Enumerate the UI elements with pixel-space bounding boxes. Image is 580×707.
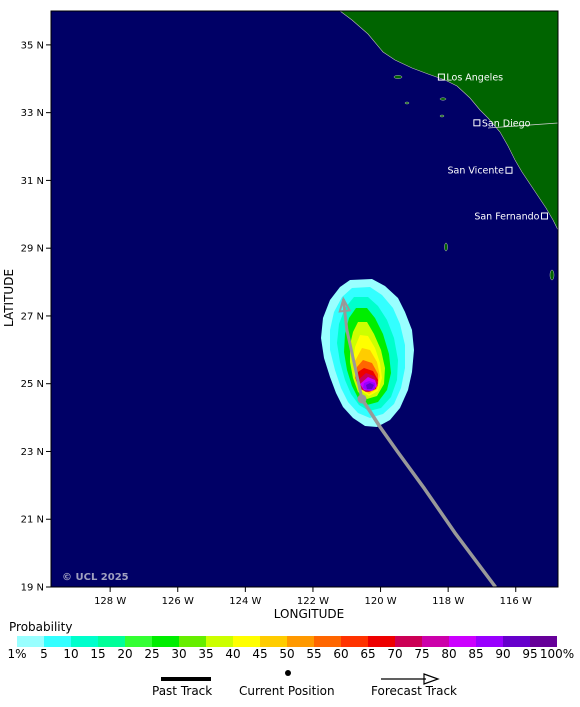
lat-tick-label: 19 N bbox=[21, 583, 44, 594]
city-marker bbox=[540, 212, 548, 220]
lon-tick-label: 122 W bbox=[297, 596, 329, 607]
legend-tick-label: 80 bbox=[441, 647, 457, 661]
city-marker bbox=[505, 166, 513, 174]
current-position-marker bbox=[357, 394, 367, 404]
past-track-line bbox=[360, 398, 497, 587]
copyright-label: © UCL 2025 bbox=[62, 572, 129, 583]
island bbox=[439, 97, 447, 101]
forecast-track-key-arrowhead bbox=[423, 673, 440, 685]
legend-color-swatch bbox=[287, 636, 314, 647]
city-marker bbox=[437, 73, 445, 81]
legend-color-swatch bbox=[17, 636, 44, 647]
island bbox=[439, 114, 445, 118]
legend-tick-label: 70 bbox=[387, 647, 403, 661]
lat-tick-label: 29 N bbox=[21, 244, 44, 255]
legend-color-swatch bbox=[368, 636, 395, 647]
lon-tick-label: 124 W bbox=[229, 596, 261, 607]
legend-color-swatch bbox=[395, 636, 422, 647]
legend-tick-label: 15 bbox=[90, 647, 106, 661]
legend-color-swatch bbox=[98, 636, 125, 647]
city-label: Los Angeles bbox=[446, 73, 503, 84]
legend-color-swatch bbox=[341, 636, 368, 647]
x-axis-title: LONGITUDE bbox=[274, 607, 344, 621]
legend-color-swatch bbox=[233, 636, 260, 647]
legend-tick-label: 10 bbox=[63, 647, 79, 661]
lat-tick-label: 27 N bbox=[21, 311, 44, 322]
lon-tick-label: 120 W bbox=[364, 596, 396, 607]
legend-tick-label: 1% bbox=[7, 647, 27, 661]
legend-tick-label: 60 bbox=[333, 647, 349, 661]
island bbox=[444, 242, 448, 252]
legend-tick-label: 90 bbox=[495, 647, 511, 661]
legend-color-swatch bbox=[422, 636, 449, 647]
legend-color-swatch bbox=[206, 636, 233, 647]
current-position-label: Current Position bbox=[239, 684, 335, 698]
legend-color-swatch bbox=[260, 636, 287, 647]
legend-color-swatch bbox=[71, 636, 98, 647]
lon-tick-label: 116 W bbox=[500, 596, 532, 607]
forecast-track-label: Forecast Track bbox=[371, 684, 457, 698]
legend-tick-label: 85 bbox=[468, 647, 484, 661]
current-position-key-icon bbox=[285, 670, 291, 676]
lat-tick-label: 33 N bbox=[21, 108, 44, 119]
lat-tick-label: 21 N bbox=[21, 515, 44, 526]
legend-color-swatch bbox=[449, 636, 476, 647]
lon-tick-label: 128 W bbox=[94, 596, 126, 607]
ocean-area bbox=[51, 11, 558, 587]
legend-tick-label: 5 bbox=[40, 647, 48, 661]
legend-color-swatch bbox=[125, 636, 152, 647]
legend-color-bar bbox=[17, 636, 557, 647]
legend-tick-label: 20 bbox=[117, 647, 133, 661]
city-marker bbox=[473, 119, 481, 127]
border-line bbox=[487, 122, 558, 129]
forecast-track-arrowhead bbox=[338, 296, 352, 313]
island bbox=[393, 75, 403, 79]
plot-frame bbox=[50, 10, 559, 588]
legend-tick-label: 100% bbox=[539, 647, 575, 661]
land-mass bbox=[340, 11, 558, 230]
legend-color-swatch bbox=[152, 636, 179, 647]
legend-tick-label: 35 bbox=[198, 647, 214, 661]
y-axis-title: LATITUDE bbox=[2, 269, 16, 327]
lon-tick-label: 118 W bbox=[432, 596, 464, 607]
legend-tick-label: 95 bbox=[522, 647, 538, 661]
legend-tick-label: 55 bbox=[306, 647, 322, 661]
city-label: San Fernando bbox=[474, 211, 539, 222]
lat-tick-label: 25 N bbox=[21, 379, 44, 390]
legend-tick-label: 75 bbox=[414, 647, 430, 661]
lon-tick-label: 126 W bbox=[162, 596, 194, 607]
lat-tick-label: 35 N bbox=[21, 40, 44, 51]
island bbox=[549, 269, 555, 281]
legend-tick-label: 30 bbox=[171, 647, 187, 661]
city-label: San Vicente bbox=[448, 166, 505, 177]
legend-tick-label: 25 bbox=[144, 647, 160, 661]
legend-color-swatch bbox=[179, 636, 206, 647]
legend-color-swatch bbox=[503, 636, 530, 647]
legend-title: Probability bbox=[9, 620, 73, 634]
legend-color-swatch bbox=[530, 636, 557, 647]
legend-tick-label: 50 bbox=[279, 647, 295, 661]
island bbox=[404, 101, 410, 105]
legend-tick-label: 65 bbox=[360, 647, 376, 661]
lat-tick-label: 31 N bbox=[21, 176, 44, 187]
past-track-label: Past Track bbox=[152, 684, 213, 698]
probability-swath bbox=[321, 279, 414, 427]
city-label: San Diego bbox=[482, 118, 531, 129]
legend-tick-label: 40 bbox=[225, 647, 241, 661]
legend-color-swatch bbox=[44, 636, 71, 647]
legend-color-swatch bbox=[314, 636, 341, 647]
forecast-track-line bbox=[341, 298, 364, 400]
coastline bbox=[339, 11, 558, 231]
legend-tick-label: 45 bbox=[252, 647, 268, 661]
legend-color-swatch bbox=[476, 636, 503, 647]
lat-tick-label: 23 N bbox=[21, 447, 44, 458]
